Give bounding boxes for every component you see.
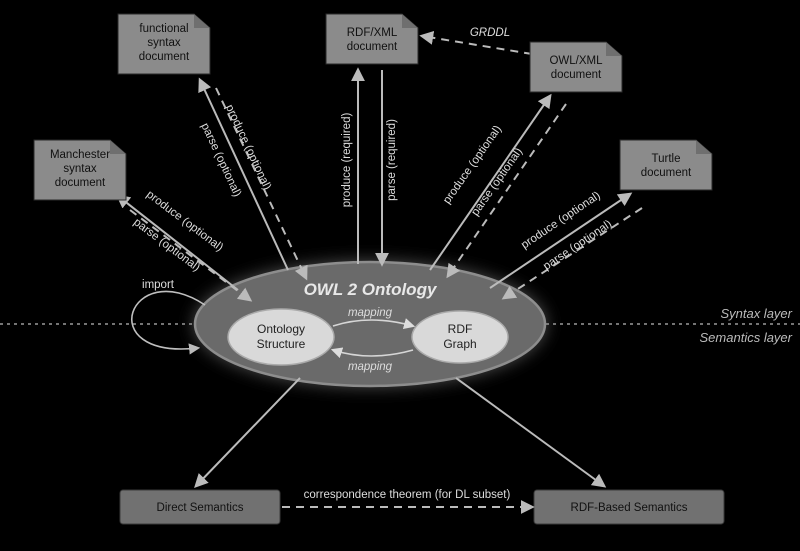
import-label: import bbox=[142, 279, 175, 291]
doc-owlxml-l1: OWL/XML bbox=[549, 55, 603, 67]
rdf-graph-l2: Graph bbox=[443, 337, 476, 351]
rdfxml-produce-label: produce (required) bbox=[341, 113, 353, 208]
doc-man-l3: document bbox=[55, 177, 106, 189]
rdfbased-semantics-label: RDF-Based Semantics bbox=[571, 502, 688, 514]
doc-man-l1: Manchester bbox=[50, 149, 110, 161]
doc-manchester: Manchester syntax document bbox=[34, 140, 126, 200]
rdfxml-parse-label: parse (required) bbox=[386, 119, 398, 201]
doc-rdfxml: RDF/XML document bbox=[326, 14, 418, 64]
mapping-bottom-label: mapping bbox=[348, 361, 393, 373]
mapping-top-label: mapping bbox=[348, 307, 393, 319]
ontology-structure-l2: Structure bbox=[257, 337, 306, 351]
doc-owlxml-l2: document bbox=[551, 69, 602, 81]
correspondence-label: correspondence theorem (for DL subset) bbox=[304, 489, 511, 501]
diagram-canvas: Syntax layer Semantics layer OWL 2 Ontol… bbox=[0, 0, 800, 551]
doc-functional-l1: functional bbox=[139, 23, 188, 35]
doc-functional-l2: syntax bbox=[147, 37, 180, 49]
doc-functional-l3: document bbox=[139, 51, 190, 63]
doc-owlxml: OWL/XML document bbox=[530, 42, 622, 92]
syntax-layer-label: Syntax layer bbox=[720, 306, 792, 321]
rdf-graph-l1: RDF bbox=[448, 322, 473, 336]
semantics-layer-label: Semantics layer bbox=[700, 330, 793, 345]
doc-man-l2: syntax bbox=[63, 163, 96, 175]
owl2-title: OWL 2 Ontology bbox=[304, 280, 438, 299]
direct-semantics-label: Direct Semantics bbox=[157, 502, 244, 514]
doc-rdfxml-l1: RDF/XML bbox=[347, 27, 398, 39]
doc-turtle: Turtle document bbox=[620, 140, 712, 190]
doc-turtle-l2: document bbox=[641, 167, 692, 179]
doc-functional: functional syntax document bbox=[118, 14, 210, 74]
ontology-structure-l1: Ontology bbox=[257, 322, 305, 336]
doc-turtle-l1: Turtle bbox=[652, 153, 681, 165]
doc-rdfxml-l2: document bbox=[347, 41, 398, 53]
grddl-label: GRDDL bbox=[470, 27, 510, 39]
